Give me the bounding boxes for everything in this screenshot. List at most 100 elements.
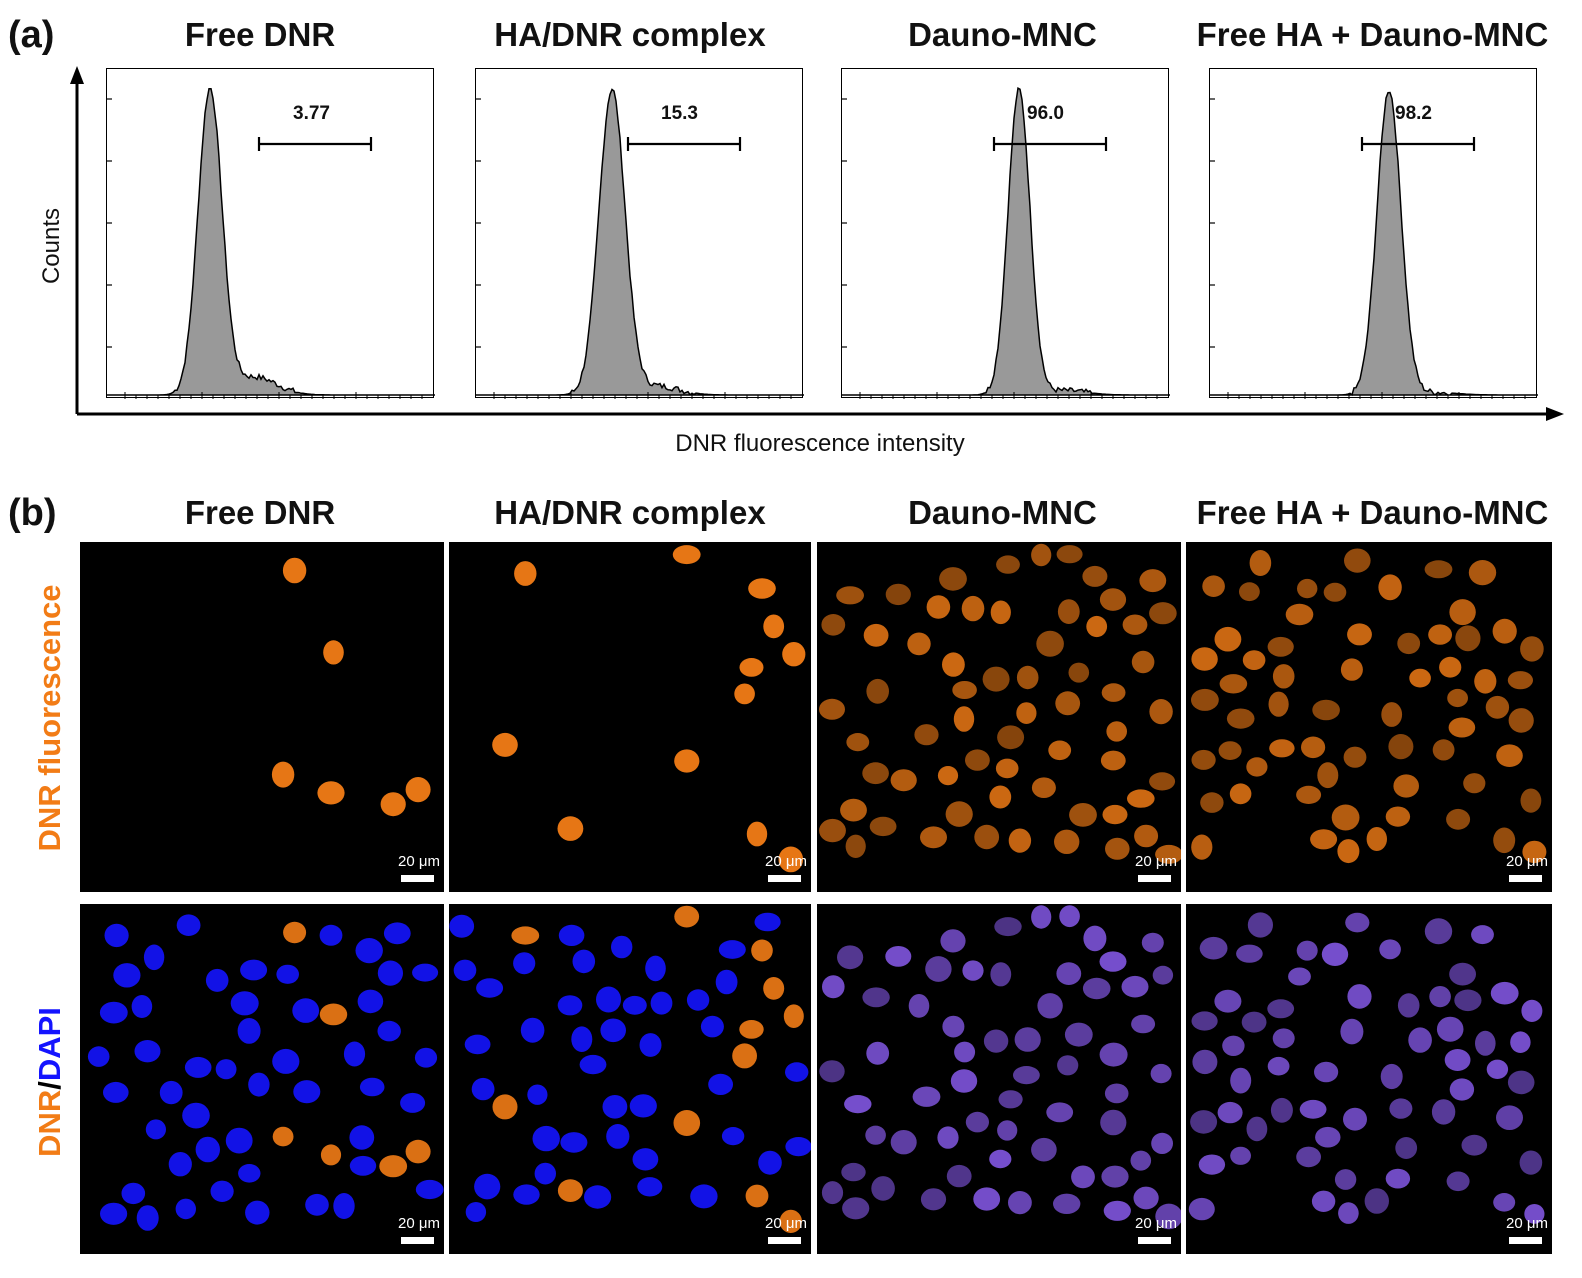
cell-nucleus <box>1424 918 1453 945</box>
cell-nucleus <box>1016 665 1039 690</box>
row-label-separator: / <box>32 1081 67 1090</box>
cell-nucleus <box>715 969 738 995</box>
cell-nucleus <box>319 1003 348 1026</box>
cell-nucleus <box>292 998 320 1023</box>
cell-nucleus <box>377 1020 401 1042</box>
cell-nucleus <box>718 940 746 959</box>
cell-nucleus <box>514 561 537 586</box>
cell-nucleus <box>998 1090 1023 1109</box>
cell-nucleus <box>1449 1078 1475 1101</box>
cell-nucleus <box>1347 984 1372 1009</box>
cell-nucleus <box>175 1198 196 1220</box>
cell-nucleus <box>1056 962 1082 985</box>
cell-nucleus <box>1236 944 1263 963</box>
cell-nucleus <box>1343 1107 1367 1131</box>
cell-nucleus <box>1492 618 1517 644</box>
cell-nucleus <box>1337 839 1360 864</box>
cell-nucleus <box>1493 827 1516 854</box>
cell-nucleus <box>1397 993 1420 1018</box>
cell-nucleus <box>1059 905 1080 928</box>
cell-nucleus <box>1490 981 1519 1005</box>
cell-nucleus <box>822 975 845 999</box>
cell-nucleus <box>862 987 890 1008</box>
cell-nucleus <box>1496 744 1523 767</box>
cell-nucleus <box>476 978 504 998</box>
cell-nucleus <box>842 1197 870 1220</box>
gate-marker <box>992 137 1108 151</box>
cell-nucleus <box>1301 736 1326 759</box>
cell-nucleus <box>1100 1109 1127 1136</box>
cell-nucleus <box>942 1015 965 1038</box>
cell-nucleus <box>1104 1083 1129 1104</box>
cell-nucleus <box>990 962 1012 987</box>
cell-nucleus <box>1347 623 1372 646</box>
histogram-area <box>1210 91 1538 397</box>
cell-nucleus <box>1431 1099 1456 1125</box>
histogram-plot-free-dnr: 3.77 <box>106 68 435 399</box>
cell-nucleus <box>1149 772 1176 791</box>
cell-nucleus <box>1046 1102 1074 1123</box>
cell-nucleus <box>739 1020 764 1039</box>
cell-nucleus <box>359 1077 385 1097</box>
cell-nucleus <box>611 935 633 959</box>
cell-nucleus <box>1121 975 1149 998</box>
histogram-area <box>842 87 1170 396</box>
cell-nucleus <box>136 1205 159 1231</box>
scale-bar <box>768 1237 801 1244</box>
cell-nucleus <box>645 955 666 982</box>
cell-nucleus <box>168 1152 192 1177</box>
cell-nucleus <box>650 991 673 1015</box>
cell-nucleus <box>1522 840 1547 864</box>
cell-nucleus <box>474 1173 501 1200</box>
cell-nucleus <box>1345 912 1370 933</box>
histogram-plot-free-ha-dauno-mnc: 98.2 <box>1209 68 1538 399</box>
histogram-plot-dauno-mnc: 96.0 <box>841 68 1170 399</box>
histogram-area <box>107 87 435 396</box>
cell-nucleus <box>1519 1150 1543 1175</box>
cell-nucleus <box>333 1193 355 1219</box>
gate-value-ha-dnr-complex: 15.3 <box>661 103 698 124</box>
row-label-dnr-fluorescence: DNR fluorescence <box>32 584 67 852</box>
cell-nucleus <box>920 826 947 849</box>
cell-nucleus <box>837 945 864 970</box>
cell-nucleus <box>1380 1063 1403 1090</box>
cell-nucleus <box>885 946 912 967</box>
cell-nucleus <box>1131 650 1155 674</box>
cell-nucleus <box>632 1148 659 1171</box>
cell-nucleus <box>974 824 1000 850</box>
cell-nucleus <box>890 1130 917 1155</box>
cell-nucleus <box>1296 785 1322 804</box>
cell-nucleus <box>1267 999 1295 1019</box>
cell-nucleus <box>1031 543 1052 567</box>
cell-nucleus <box>1103 1200 1131 1221</box>
cell-nucleus <box>1311 1190 1336 1212</box>
cell-nucleus <box>121 1182 146 1205</box>
cell-nucleus <box>1272 1028 1295 1049</box>
cell-nucleus <box>674 905 700 928</box>
cell-nucleus <box>763 977 785 1000</box>
cell-nucleus <box>572 949 596 974</box>
cell-nucleus <box>159 1080 183 1105</box>
cell-nucleus <box>1447 688 1468 708</box>
cell-nucleus <box>237 1018 261 1044</box>
cell-nucleus <box>195 1136 220 1163</box>
cell-nucleus <box>622 995 647 1015</box>
cell-nucleus <box>945 801 973 827</box>
cell-nucleus <box>131 995 153 1018</box>
cell-nucleus <box>1127 789 1155 808</box>
cell-nucleus <box>1461 1134 1488 1156</box>
cell-nucleus <box>1388 734 1414 760</box>
cell-nucleus <box>1064 1022 1093 1047</box>
cell-nucleus <box>779 1209 802 1233</box>
cell-nucleus <box>1191 834 1213 860</box>
cell-nucleus <box>1334 1169 1357 1190</box>
histogram-plot-ha-dnr-complex: 15.3 <box>475 68 804 399</box>
scale-bar-label: 20 μm <box>1135 1215 1177 1232</box>
cell-nucleus <box>1192 1049 1218 1075</box>
cell-nucleus <box>1036 630 1064 657</box>
cell-nucleus <box>1331 804 1360 831</box>
micrograph-merge-dauno-mnc: 20 μm <box>817 904 1181 1254</box>
cell-nucleus <box>380 792 406 817</box>
cell-nucleus <box>1366 827 1387 851</box>
cell-nucleus <box>1393 774 1419 798</box>
